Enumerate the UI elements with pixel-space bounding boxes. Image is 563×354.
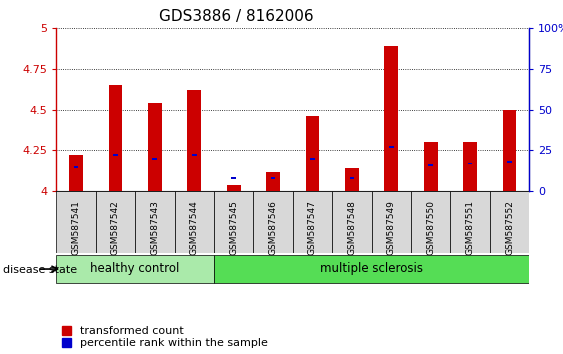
Bar — [424, 142, 437, 191]
Bar — [350, 177, 354, 179]
Bar — [310, 158, 315, 160]
Bar — [266, 172, 280, 191]
Text: GSM587552: GSM587552 — [505, 200, 514, 255]
Bar — [411, 191, 450, 253]
Bar — [293, 191, 332, 253]
Text: GSM587549: GSM587549 — [387, 200, 396, 255]
Text: GSM587550: GSM587550 — [426, 200, 435, 256]
Text: GSM587548: GSM587548 — [347, 200, 356, 255]
Bar — [231, 177, 236, 179]
Text: GSM587543: GSM587543 — [150, 200, 159, 255]
Bar — [214, 255, 529, 283]
Bar — [428, 164, 433, 166]
Bar — [56, 191, 96, 253]
Text: GSM587551: GSM587551 — [466, 200, 475, 256]
Text: GSM587545: GSM587545 — [229, 200, 238, 255]
Text: GSM587542: GSM587542 — [111, 200, 120, 255]
Bar — [175, 191, 214, 253]
Text: disease state: disease state — [3, 265, 77, 275]
Bar — [135, 191, 175, 253]
Text: GDS3886 / 8162006: GDS3886 / 8162006 — [159, 9, 314, 24]
Bar — [187, 90, 201, 191]
Bar — [463, 142, 477, 191]
Bar — [372, 191, 411, 253]
Bar — [503, 110, 516, 191]
Bar — [74, 166, 78, 168]
Bar — [271, 177, 275, 179]
Bar — [96, 191, 135, 253]
Bar — [69, 155, 83, 191]
Text: multiple sclerosis: multiple sclerosis — [320, 262, 423, 275]
Bar — [345, 169, 359, 191]
Bar — [113, 154, 118, 156]
Bar — [109, 85, 122, 191]
Bar — [468, 162, 472, 165]
Bar — [56, 255, 214, 283]
Bar — [214, 191, 253, 253]
Bar — [153, 158, 157, 160]
Bar — [450, 191, 490, 253]
Bar — [389, 146, 394, 148]
Text: GSM587544: GSM587544 — [190, 200, 199, 255]
Bar — [148, 103, 162, 191]
Bar — [227, 185, 240, 191]
Text: GSM587541: GSM587541 — [72, 200, 81, 255]
Bar — [306, 116, 319, 191]
Bar — [332, 191, 372, 253]
Bar — [192, 154, 196, 156]
Bar — [385, 46, 398, 191]
Text: GSM587546: GSM587546 — [269, 200, 278, 255]
Text: GSM587547: GSM587547 — [308, 200, 317, 255]
Bar — [507, 161, 512, 163]
Bar — [253, 191, 293, 253]
Text: healthy control: healthy control — [91, 262, 180, 275]
Legend: transformed count, percentile rank within the sample: transformed count, percentile rank withi… — [62, 326, 267, 348]
Bar — [490, 191, 529, 253]
